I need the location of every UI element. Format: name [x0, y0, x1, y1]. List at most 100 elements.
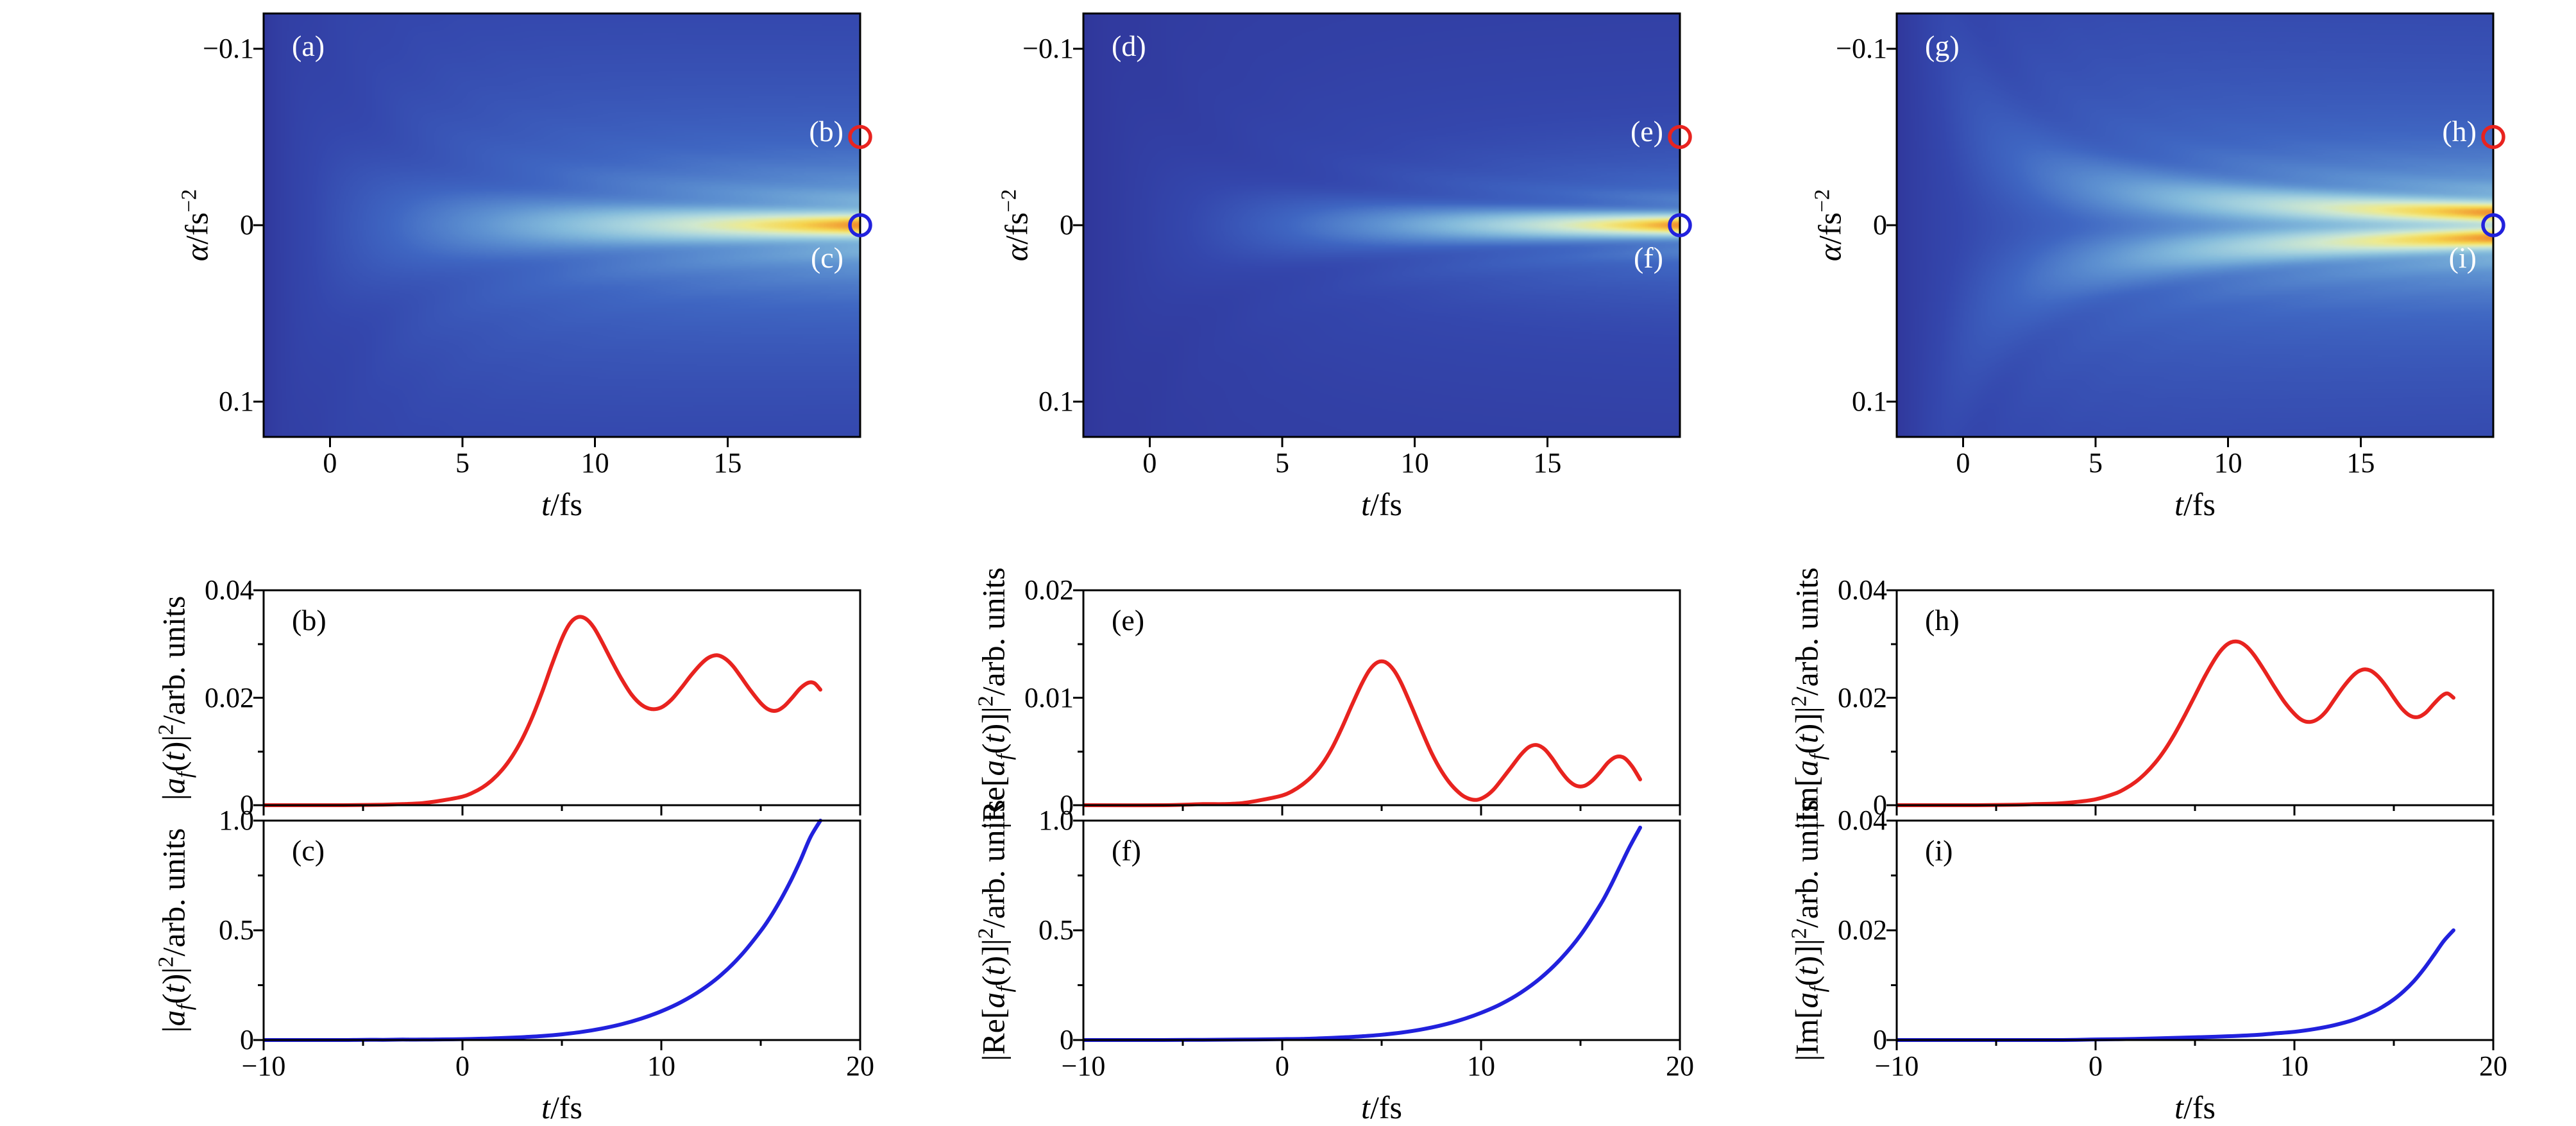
curve-e: [1083, 659, 1642, 808]
marker-circle-f: [1668, 213, 1692, 237]
y-tick-label: 0: [1873, 209, 1887, 241]
x-axis-label: t/fs: [1361, 486, 1402, 522]
y-tick-label: 0.04: [1838, 805, 1887, 836]
y-tick-label: 0: [1060, 789, 1074, 821]
x-tick-label: −10: [1061, 1050, 1106, 1082]
x-tick-label: −10: [1874, 1050, 1919, 1082]
panel-letter-d: (d): [1112, 30, 1146, 62]
marker-circle-i: [2481, 213, 2505, 237]
y-tick-label: 0.01: [1024, 681, 1074, 713]
x-tick-label: 20: [846, 1050, 874, 1082]
y-axis-label: |Re[af(t)]|2/arb. units: [974, 799, 1017, 1061]
panel-letter-e: (e): [1112, 604, 1145, 636]
x-tick-label: 10: [2214, 447, 2242, 479]
marker-circle-c: [848, 213, 872, 237]
x-tick-label: 0: [1142, 447, 1157, 479]
x-tick-label: 15: [1533, 447, 1562, 479]
y-tick-label: 0.5: [1038, 914, 1074, 946]
x-axis-label: t/fs: [2174, 486, 2216, 522]
y-tick-label: 0.1: [1038, 386, 1074, 417]
y-tick-label: 0.1: [1852, 386, 1887, 417]
heatmap-image-g: [1897, 13, 2493, 437]
y-tick-label: 0.02: [1838, 914, 1887, 946]
panel-letter-g: (g): [1925, 30, 1960, 62]
axes-h: [1886, 589, 2495, 815]
x-tick-label: 0: [455, 1050, 470, 1082]
panel-letter-f: (f): [1112, 834, 1141, 867]
y-tick-label: −0.1: [1022, 33, 1074, 64]
x-tick-label: 20: [1666, 1050, 1694, 1082]
x-tick-label: 10: [2280, 1050, 2309, 1082]
y-axis-label: |af(t)|2/arb. units: [154, 828, 197, 1033]
y-tick-label: 0.1: [219, 386, 254, 417]
x-axis-label: t/fs: [541, 486, 582, 522]
x-axis-label: t/fs: [1361, 1089, 1402, 1125]
y-tick-label: 0.02: [1838, 681, 1887, 713]
y-tick-label: 0.04: [205, 574, 254, 606]
x-tick-label: 15: [2346, 447, 2375, 479]
y-tick-label: 0.02: [205, 681, 254, 713]
y-tick-label: −0.1: [1836, 33, 1887, 64]
y-tick-label: 0: [1060, 1024, 1074, 1055]
curve-c: [264, 819, 822, 1043]
axes-f: [1073, 819, 1681, 1050]
marker-label-i: (i): [2448, 241, 2477, 274]
panel-letter-h: (h): [1925, 604, 1960, 636]
y-tick-label: 0: [240, 209, 254, 241]
x-tick-label: 10: [580, 447, 609, 479]
marker-circle-e: [1668, 124, 1692, 149]
marker-label-h: (h): [2442, 114, 2477, 148]
marker-label-b: (b): [809, 114, 843, 148]
axes-e: [1073, 589, 1681, 815]
x-tick-label: 10: [1467, 1050, 1495, 1082]
y-tick-label: 0.04: [1838, 574, 1887, 606]
x-tick-label: −10: [241, 1050, 286, 1082]
x-tick-label: 20: [2479, 1050, 2507, 1082]
x-axis-label: t/fs: [541, 1089, 582, 1125]
y-axis-label: α/fs−2: [177, 189, 215, 262]
axes-i: [1886, 819, 2495, 1050]
marker-circle-b: [848, 124, 872, 149]
x-tick-label: 15: [713, 447, 742, 479]
x-axis-label: t/fs: [2174, 1089, 2216, 1125]
panel-letter-i: (i): [1925, 834, 1953, 867]
panel-letter-a: (a): [292, 30, 325, 62]
y-axis-label: α/fs−2: [997, 189, 1035, 262]
y-tick-label: 0: [240, 1024, 254, 1055]
y-tick-label: 1.0: [219, 805, 254, 836]
y-axis-label: |Re[af(t)]|2/arb. units: [974, 567, 1017, 829]
curve-b: [264, 615, 822, 808]
y-tick-label: 1.0: [1038, 805, 1074, 836]
x-tick-label: 0: [1275, 1050, 1289, 1082]
heatmap-image-d: [1083, 13, 1680, 437]
y-tick-label: 0.02: [1024, 574, 1074, 606]
marker-circle-h: [2481, 124, 2505, 149]
curve-f: [1083, 825, 1642, 1043]
axes-a: [253, 12, 872, 447]
curve-h: [1897, 639, 2455, 808]
marker-label-f: (f): [1634, 241, 1663, 274]
y-tick-label: 0: [1873, 1024, 1887, 1055]
marker-label-c: (c): [810, 241, 843, 274]
x-tick-label: 5: [2089, 447, 2103, 479]
y-tick-label: 0.5: [219, 914, 254, 946]
curve-i: [1897, 928, 2455, 1043]
y-axis-label: α/fs−2: [1810, 189, 1848, 262]
heatmap-image-a: [264, 13, 860, 437]
x-tick-label: 5: [455, 447, 470, 479]
panel-letter-b: (b): [292, 604, 326, 636]
y-tick-label: 0: [1060, 209, 1074, 241]
axes-c: [253, 819, 861, 1050]
panel-letter-c: (c): [292, 834, 325, 867]
axes-b: [253, 589, 861, 815]
x-tick-label: 10: [1400, 447, 1429, 479]
x-tick-label: 0: [2089, 1050, 2103, 1082]
y-tick-label: −0.1: [203, 33, 254, 64]
y-axis-label: |af(t)|2/arb. units: [154, 595, 197, 800]
y-axis-label: |Im[af(t)]|2/arb. units: [1787, 567, 1830, 829]
axes-d: [1073, 12, 1692, 447]
x-tick-label: 10: [647, 1050, 675, 1082]
axes-g: [1886, 12, 2505, 447]
y-axis-label: |Im[af(t)]|2/arb. units: [1787, 799, 1830, 1061]
